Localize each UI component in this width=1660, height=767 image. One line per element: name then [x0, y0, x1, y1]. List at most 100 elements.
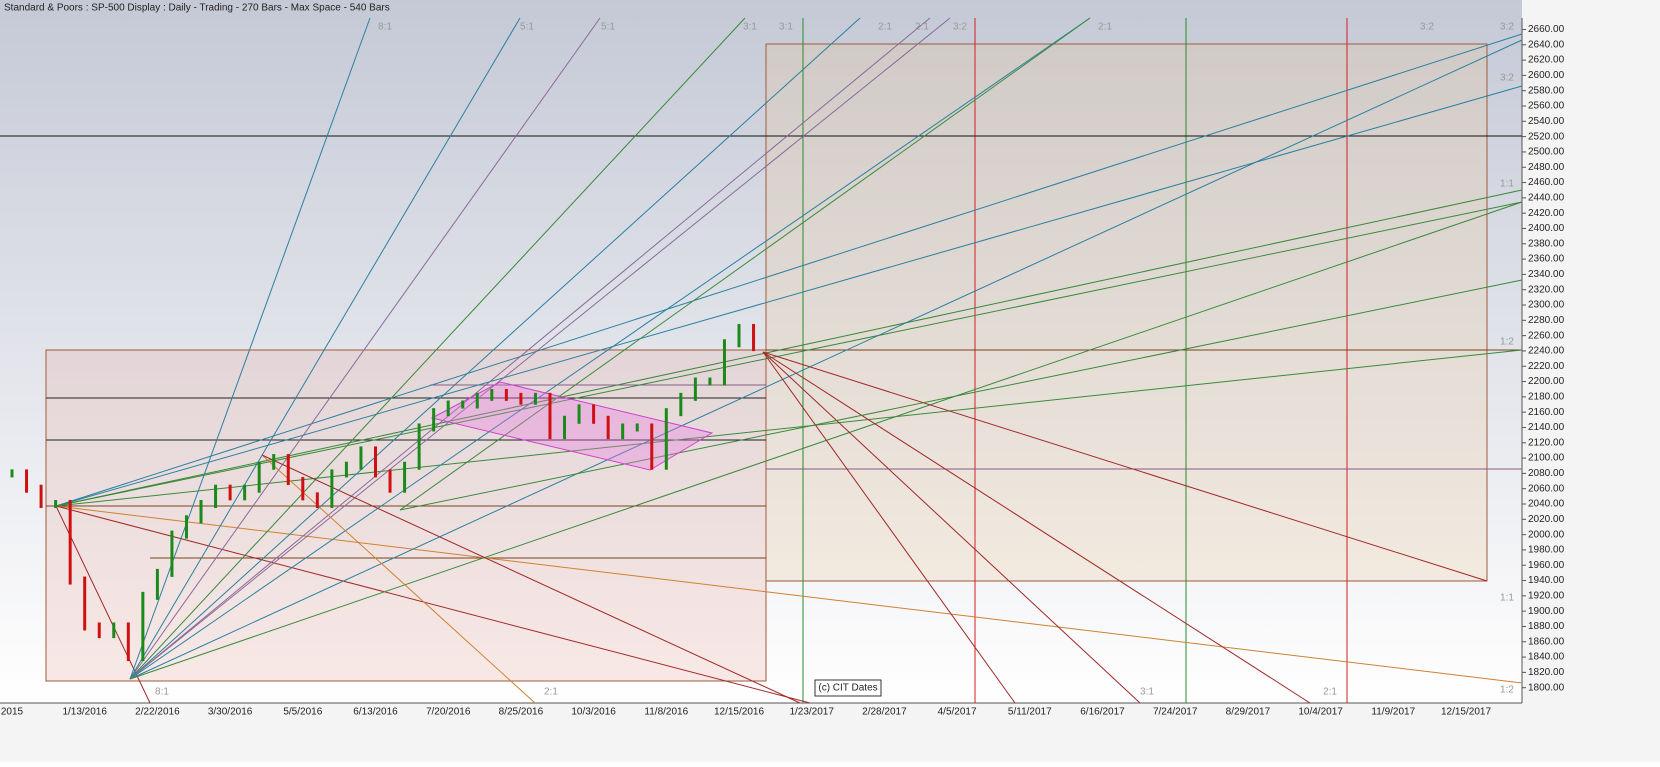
gann-line — [55, 85, 1523, 507]
y-tick-label: 2240.00 — [1528, 346, 1565, 357]
gann-line — [129, 17, 861, 680]
gann-line — [129, 17, 931, 680]
y-tick-label: 1820.00 — [1528, 667, 1565, 678]
gann-line — [55, 505, 811, 704]
y-tick-label: 2640.00 — [1528, 39, 1565, 50]
x-tick-label: 12/15/2017 — [1441, 707, 1491, 718]
angle-label: 1:2 — [1500, 685, 1514, 696]
angle-label: 1:1 — [1500, 593, 1514, 604]
price-bar — [432, 408, 436, 432]
price-bar — [621, 423, 625, 440]
gann-line — [399, 17, 1091, 511]
y-tick-label: 2520.00 — [1528, 131, 1565, 142]
gann-line — [55, 201, 1523, 507]
y-tick-label: 2420.00 — [1528, 208, 1565, 219]
price-bar — [679, 392, 683, 417]
price-bar — [461, 400, 465, 409]
watermark-box — [814, 679, 882, 697]
watermark: (c) CIT Dates — [818, 683, 877, 694]
price-bar — [286, 454, 290, 486]
y-tick-label: 1800.00 — [1528, 682, 1565, 693]
x-tick-label: 5/11/2017 — [1008, 707, 1052, 718]
price-bar — [577, 404, 581, 424]
y-tick-label: 2540.00 — [1528, 116, 1565, 127]
angle-label: 3:1 — [743, 22, 757, 33]
y-tick-label: 2200.00 — [1528, 376, 1565, 387]
y-tick-label: 2060.00 — [1528, 483, 1565, 494]
price-bar — [374, 446, 377, 478]
gann-line — [129, 17, 371, 680]
y-tick-label: 1900.00 — [1528, 606, 1565, 617]
y-tick-label: 2500.00 — [1528, 147, 1565, 158]
angle-label: 2:1 — [544, 687, 558, 698]
angle-label: 8:1 — [155, 687, 169, 698]
y-tick-label: 2040.00 — [1528, 499, 1565, 510]
price-bar — [388, 469, 392, 493]
x-tick-label: 8/29/2017 — [1226, 707, 1271, 718]
price-bar — [155, 568, 159, 600]
y-tick-label: 2620.00 — [1528, 55, 1565, 66]
y-tick-label: 2020.00 — [1528, 514, 1565, 525]
price-bar — [257, 461, 261, 493]
y-tick-label: 2120.00 — [1528, 437, 1565, 448]
y-tick-label: 2220.00 — [1528, 361, 1565, 372]
price-bar — [446, 400, 450, 417]
y-tick-label: 2400.00 — [1528, 223, 1565, 234]
y-tick-label: 2480.00 — [1528, 162, 1565, 173]
y-tick-label: 2380.00 — [1528, 238, 1565, 249]
price-bar — [68, 500, 72, 585]
x-axis-panel — [0, 703, 1522, 762]
price-bar — [54, 500, 58, 509]
gann-line — [762, 351, 1016, 704]
angle-label: 5:1 — [601, 22, 615, 33]
angle-label: 3:2 — [953, 22, 967, 33]
x-tick-label: 7/24/2017 — [1153, 707, 1198, 718]
x-tick-label: 10/4/2017 — [1298, 707, 1343, 718]
y-tick-label: 2320.00 — [1528, 284, 1565, 295]
price-bar — [519, 392, 523, 405]
x-tick-label: 1/23/2017 — [789, 707, 834, 718]
x-tick-label: 7/20/2016 — [426, 707, 471, 718]
price-bar — [722, 339, 726, 386]
y-tick-label: 2140.00 — [1528, 422, 1565, 433]
x-tick-label: 11/8/2016 — [644, 707, 688, 718]
price-bar — [664, 408, 668, 470]
y-axis-panel — [1522, 0, 1660, 762]
price-bar — [25, 469, 29, 493]
price-bar — [272, 454, 276, 470]
x-tick-label: 4/5/2017 — [938, 707, 977, 718]
price-bar — [315, 492, 319, 509]
angle-label: 3:1 — [1140, 687, 1154, 698]
angle-label: 2:1 — [1323, 687, 1337, 698]
y-tick-label: 2580.00 — [1528, 85, 1565, 96]
y-tick-label: 2100.00 — [1528, 453, 1565, 464]
x-tick-label: 5/5/2016 — [283, 707, 322, 718]
y-tick-label: 2080.00 — [1528, 468, 1565, 479]
gann-line — [55, 505, 1523, 684]
price-bar — [344, 461, 348, 478]
angle-label: 5:1 — [520, 22, 534, 33]
price-bar — [214, 484, 218, 509]
y-tick-label: 2360.00 — [1528, 254, 1565, 265]
y-tick-label: 1840.00 — [1528, 652, 1565, 663]
y-tick-label: 2660.00 — [1528, 24, 1565, 35]
price-bar — [141, 591, 145, 662]
gann-line — [55, 349, 1523, 507]
price-bar — [97, 622, 101, 639]
gann-line — [261, 454, 536, 704]
angle-label: 3:2 — [1500, 22, 1514, 33]
price-bar — [199, 500, 203, 524]
overlays — [0, 17, 1523, 704]
y-tick-label: 2000.00 — [1528, 529, 1565, 540]
gann-box — [765, 43, 1488, 582]
price-bar — [417, 423, 421, 470]
price-bar — [126, 622, 130, 662]
angle-label: 3:1 — [779, 22, 793, 33]
y-tick-label: 1880.00 — [1528, 621, 1565, 632]
angle-label: 8:1 — [378, 22, 392, 33]
y-tick-label: 2340.00 — [1528, 269, 1565, 280]
price-bar — [533, 392, 537, 405]
x-tick-label: 8/25/2016 — [499, 707, 544, 718]
x-tick-label: 1/13/2016 — [62, 707, 107, 718]
